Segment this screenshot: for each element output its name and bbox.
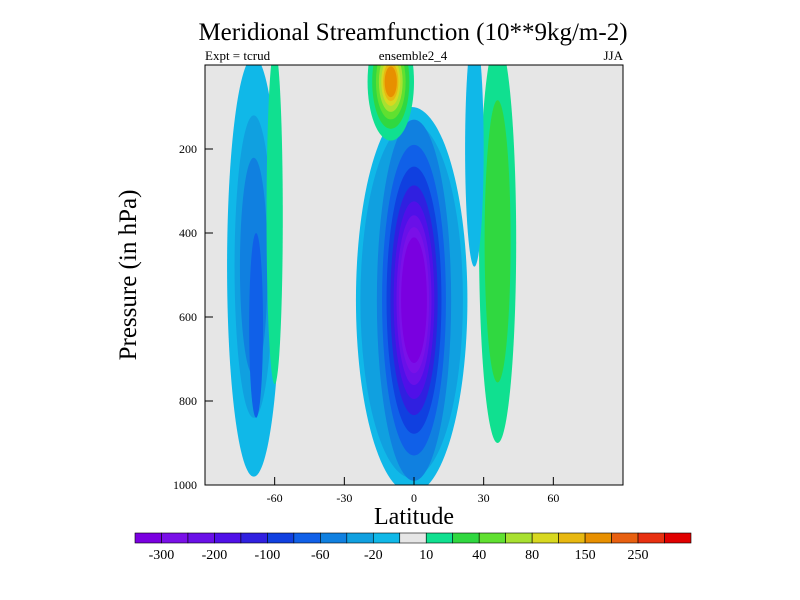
colorbar-swatch-4 — [240, 532, 268, 544]
colorbar-label-0: -300 — [149, 548, 175, 563]
colorbar-swatch-17 — [584, 532, 612, 544]
x-tick-label-0: -60 — [267, 491, 283, 505]
colorbar: -300 -200 -100 -60 -20 10 40 80 150 250 — [134, 532, 692, 563]
colorbar-swatch-16 — [558, 532, 586, 544]
colorbar-swatch-7 — [320, 532, 348, 544]
x-tick-label-4: 60 — [547, 491, 559, 505]
y-tick-label-1: 400 — [179, 226, 197, 240]
colorbar-label-7: 80 — [525, 548, 539, 563]
colorbar-swatch-12 — [452, 532, 480, 544]
colorbar-label-6: 40 — [472, 548, 486, 563]
ensemble-label: ensemble2_4 — [379, 48, 448, 63]
axis-ticks: -60 -30 0 30 60 200 400 600 800 1000 — [173, 142, 559, 505]
colorbar-label-9: 250 — [628, 548, 649, 563]
colorbar-swatch-6 — [293, 532, 321, 544]
colorbar-swatch-8 — [346, 532, 374, 544]
colorbar-label-2: -100 — [255, 548, 281, 563]
contour-layer — [227, 65, 517, 485]
colorbar-swatch-3 — [214, 532, 242, 544]
x-tick-label-1: -30 — [336, 491, 352, 505]
northern-positive-band-level-1 — [484, 100, 511, 383]
colorbar-swatch-15 — [531, 532, 559, 544]
season-label: JJA — [603, 48, 623, 63]
upper-positive-cell-level-6 — [384, 66, 397, 98]
northern-negative-flank-level-0 — [465, 65, 484, 267]
colorbar-swatch-19 — [637, 532, 665, 544]
colorbar-swatch-1 — [161, 532, 189, 544]
x-tick-label-2: 0 — [411, 491, 417, 505]
y-tick-label-0: 200 — [179, 142, 197, 156]
colorbar-label-3: -60 — [311, 548, 330, 563]
colorbar-swatch-20 — [664, 532, 692, 544]
colorbar-swatch-0 — [134, 532, 162, 544]
colorbar-label-4: -20 — [364, 548, 383, 563]
southern-positive-band-level-0 — [266, 65, 283, 385]
y-tick-label-3: 800 — [179, 394, 197, 408]
colorbar-swatch-14 — [505, 532, 533, 544]
colorbar-swatch-2 — [187, 532, 215, 544]
y-axis-title: Pressure (in hPa) — [115, 190, 142, 361]
colorbar-swatch-10 — [399, 532, 427, 544]
colorbar-label-1: -200 — [202, 548, 228, 563]
experiment-label: Expt = tcrud — [205, 48, 271, 63]
southern-negative-core-level-0 — [249, 233, 264, 418]
y-tick-label-2: 600 — [179, 310, 197, 324]
y-tick-label-4: 1000 — [173, 478, 197, 492]
main-negative-cell-level-7 — [401, 237, 427, 364]
colorbar-label-5: 10 — [419, 548, 433, 563]
colorbar-label-8: 150 — [575, 548, 596, 563]
chart-title: Meridional Streamfunction (10**9kg/m-2) — [198, 19, 627, 46]
x-axis-title: Latitude — [374, 504, 454, 530]
colorbar-swatch-9 — [372, 532, 401, 544]
colorbar-swatch-5 — [267, 532, 295, 544]
colorbar-swatch-11 — [425, 532, 454, 544]
x-tick-label-3: 30 — [478, 491, 490, 505]
colorbar-swatch-18 — [611, 532, 639, 544]
colorbar-swatch-13 — [478, 532, 506, 544]
